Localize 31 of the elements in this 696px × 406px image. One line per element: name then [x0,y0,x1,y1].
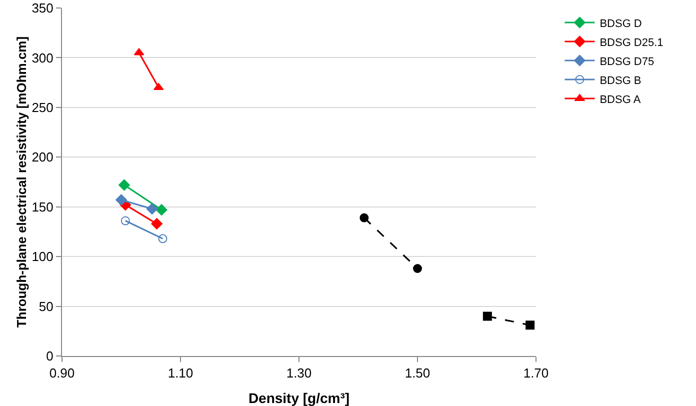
y-tick-label: 150 [32,199,54,214]
legend-label: BDSG D [600,18,642,30]
point [118,179,130,191]
y-tick-label: 50 [38,298,54,314]
point [526,320,535,330]
point [482,312,492,321]
x-tick-label: 0.90 [49,366,75,381]
point [158,234,168,244]
point [120,216,130,226]
x-tick-label: 1.70 [523,366,549,381]
y-tick-label: 0 [46,348,54,364]
point [146,203,158,215]
point [156,204,168,216]
y-tick-label: 250 [32,100,54,115]
point [116,194,127,206]
y-axis-title: Through-plane electrical resistivity [mOhm.cm] [14,36,29,328]
x-axis-title: Density [g/cm³] [248,390,350,406]
y-tick-label: 100 [32,249,54,264]
y-tick-label: 300 [32,50,54,66]
legend-label: BDSG D25.1 [600,36,664,49]
x-tick-label: 1.30 [286,366,312,381]
y-tick-label: 200 [32,150,54,165]
point [413,264,422,273]
legend-label: BDSG D75 [600,56,654,68]
x-tick-label: 1.10 [168,366,194,381]
point [360,213,369,222]
x-tick-label: 1.50 [404,366,430,381]
legend-label: BDSG A [600,94,642,106]
legend-label: BDSG B [600,74,642,87]
point [151,218,162,230]
y-tick-label: 350 [32,0,54,16]
